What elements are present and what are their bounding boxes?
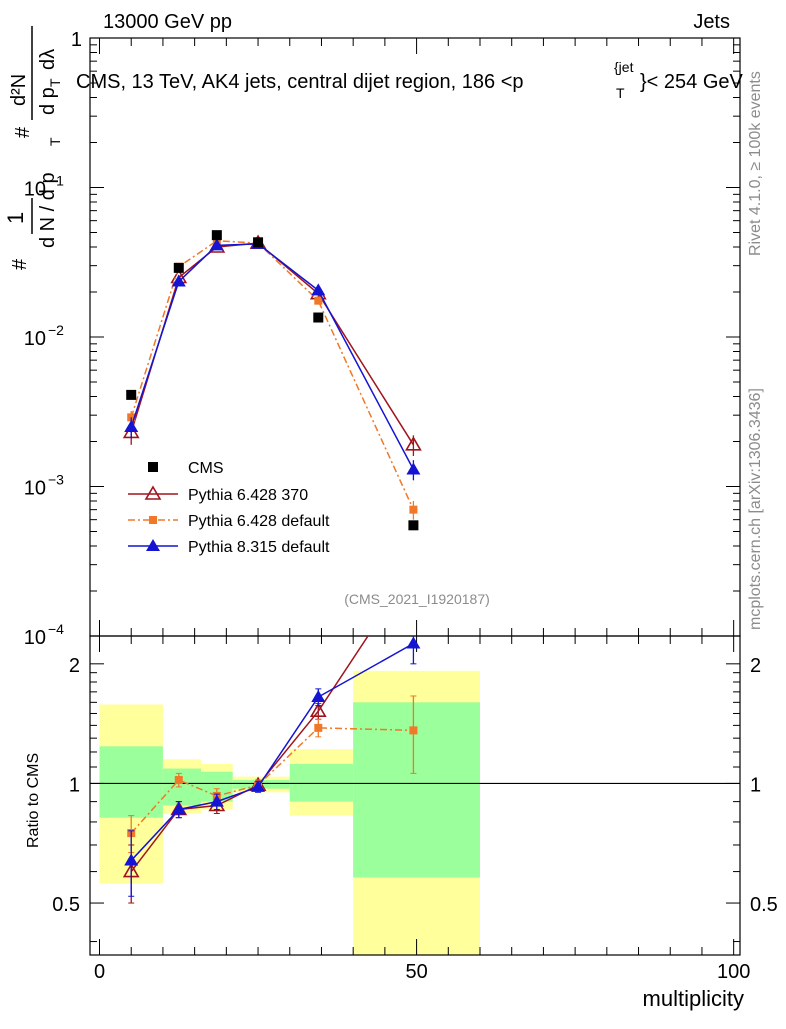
series-point-3 (311, 283, 326, 296)
plot-title: CMS, 13 TeV, AK4 jets, central dijet reg… (76, 59, 744, 101)
legend-label-1: Pythia 6.428 370 (188, 487, 308, 504)
main-y-tick-exponent: −4 (48, 621, 64, 637)
ratio-point-3 (171, 802, 186, 815)
ratio-frame (89, 635, 741, 956)
ratio-series (122, 560, 421, 904)
series-point-2 (409, 505, 418, 514)
x-tick-label: 50 (405, 961, 427, 983)
main-y-tick-exponent: −2 (48, 322, 64, 338)
ratio-point-2 (174, 776, 183, 785)
series-point-3 (124, 420, 139, 433)
title-end: }< 254 GeV (640, 71, 744, 93)
series-point-1 (405, 436, 422, 451)
band-inner-4 (289, 763, 354, 802)
series-point-3 (209, 238, 224, 251)
ratio-point-3 (209, 794, 224, 807)
series-line-3 (130, 243, 415, 470)
ratio-point-3 (124, 853, 139, 866)
title-sup: {jet (614, 59, 634, 75)
ratio-point-1 (406, 560, 420, 572)
ylabel-T-1: T (47, 137, 63, 146)
ratio-point-3 (406, 636, 421, 649)
title-sub: T (616, 85, 625, 101)
ratio-y-label: Ratio to CMS (25, 753, 42, 848)
ylabel-dlambda: dλ (37, 49, 59, 70)
ylabel-hash-1: # (9, 258, 31, 270)
data-point-cms (126, 389, 137, 400)
ratio-point-3 (251, 779, 266, 792)
ratio-point-1 (309, 702, 327, 717)
ratio-point-3 (311, 690, 326, 703)
header-right: Jets (693, 11, 730, 33)
ratio-y-tick-label-right: 0.5 (750, 894, 778, 916)
series-point-3 (171, 274, 186, 287)
legend: CMS Pythia 6.428 370 Pythia 6.428 default P… (128, 460, 330, 556)
legend-label-0: CMS (188, 460, 224, 477)
x-tick-label: 0 (94, 961, 105, 983)
main-y-tick-exponent: −1 (48, 173, 64, 189)
ratio-y-tick-label: 0.5 (52, 894, 80, 916)
legend-marker-3 (146, 539, 160, 551)
ratio-point-2 (314, 723, 323, 732)
main-y-tick-label: 10 (24, 179, 46, 201)
data-point-cms (173, 262, 184, 273)
series-point-3 (406, 462, 421, 475)
analysis-tag: (CMS_2021_I1920187) (344, 591, 490, 607)
legend-marker-1 (144, 485, 162, 500)
main-y-tick-label: 10 (24, 478, 46, 500)
main-y-label: # 1 d N / d p T # d²N d p T dλ (3, 26, 63, 270)
ratio-line-1 (130, 636, 369, 873)
legend-label-2: Pythia 6.428 default (188, 513, 330, 530)
main-y-tick-label: 10 (24, 627, 46, 649)
band-inner-0 (99, 746, 163, 818)
data-point-cms (211, 230, 222, 241)
ratio-y-tick-label: 1 (69, 774, 80, 796)
series-point-2 (314, 296, 323, 305)
x-tick-label: 100 (717, 961, 750, 983)
legend-label-3: Pythia 8.315 default (188, 539, 330, 556)
side-label-mcplots: mcplots.cern.ch [arXiv:1306.3436] (747, 388, 764, 630)
ratio-y-tick-label: 2 (69, 655, 80, 677)
data-point-cms (253, 237, 264, 248)
data-point-cms (313, 312, 324, 323)
data-point-cms (599, 654, 609, 664)
ratio-bands (99, 670, 480, 955)
ratio-line-3 (130, 642, 414, 861)
x-axis-label: multiplicity (643, 986, 744, 1011)
ylabel-one: 1 (3, 212, 28, 224)
legend-marker-2 (149, 516, 157, 524)
main-y-tick-exponent: −3 (48, 472, 64, 488)
ratio-y-tick-label-right: 2 (750, 655, 761, 677)
ylabel-dN: d N / d p (37, 172, 59, 248)
ylabel-d2N: d²N (8, 74, 30, 106)
ylabel-T-2: T (47, 78, 63, 87)
band-inner-1 (162, 768, 201, 806)
side-label-rivet: Rivet 4.1.0, ≥ 100k events (747, 71, 764, 256)
header-left: 13000 GeV pp (103, 11, 232, 33)
ratio-point-2 (409, 726, 418, 735)
main-y-tick-label: 1 (71, 29, 82, 51)
ratio-y-tick-label-right: 1 (750, 774, 761, 796)
series-line-1 (130, 242, 415, 446)
ylabel-hash-2: # (12, 126, 34, 138)
data-point-cms (408, 520, 419, 531)
legend-marker-0 (148, 462, 158, 472)
series-line-2 (130, 240, 415, 510)
main-y-tick-label: 10 (24, 328, 46, 350)
ylabel-dp: d p (37, 87, 59, 115)
main-series (122, 230, 609, 664)
title-main: CMS, 13 TeV, AK4 jets, central dijet reg… (76, 71, 524, 93)
